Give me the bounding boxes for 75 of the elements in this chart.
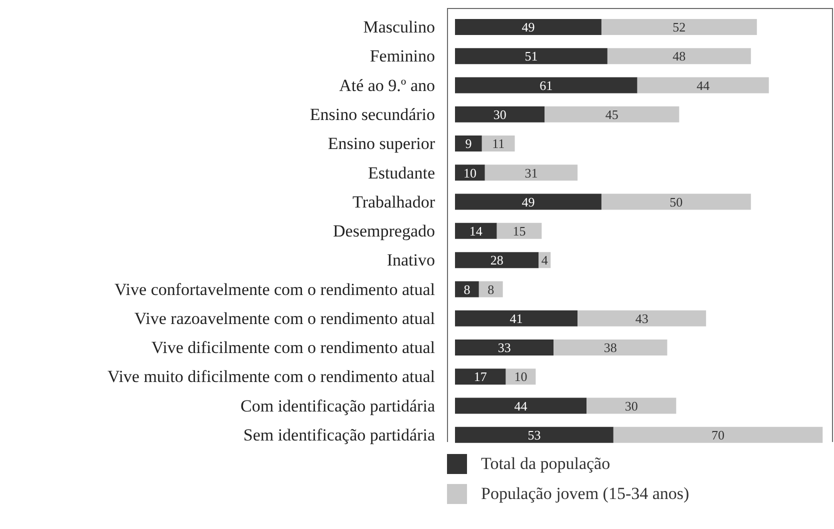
bar	[455, 252, 539, 268]
y-tick-label: Vive confortavelmente com o rendimento atual	[114, 280, 436, 299]
y-tick-label: Vive razoavelmente com o rendimento atual	[134, 308, 436, 328]
y-tick-label: Com identificação partidária	[240, 396, 436, 416]
data-label: 50	[670, 194, 683, 210]
data-label: 51	[524, 48, 538, 64]
bar	[578, 310, 706, 326]
bar	[544, 106, 680, 122]
bar	[607, 48, 751, 64]
data-label: 17	[474, 369, 488, 384]
data-label: 44	[696, 78, 710, 93]
y-tick-label: Vive muito dificilmente com o rendimento atual	[107, 367, 436, 386]
bar	[637, 77, 769, 94]
bar	[455, 339, 554, 356]
data-label: 70	[712, 427, 725, 442]
data-label: 4	[541, 252, 548, 268]
data-label: 10	[463, 165, 476, 180]
bar	[455, 48, 608, 64]
data-label: 49	[522, 20, 535, 35]
data-label: 44	[514, 398, 528, 414]
data-label: 53	[528, 427, 541, 442]
bar	[455, 136, 482, 152]
bar	[455, 19, 602, 35]
bar	[601, 194, 751, 210]
data-label: 41	[510, 310, 523, 326]
data-label: 38	[604, 340, 617, 356]
bar	[455, 164, 485, 181]
legend-label: População jovem (15-34 anos)	[481, 484, 690, 504]
data-label: 11	[492, 136, 505, 152]
data-label: 45	[605, 107, 618, 122]
y-tick-label: Trabalhador	[352, 192, 436, 212]
bar	[613, 426, 823, 443]
y-tick-label: Inativo	[386, 250, 435, 270]
y-tick-label: Ensino secundário	[310, 105, 435, 124]
y-tick-label: Ensino superior	[328, 134, 436, 154]
bar	[554, 339, 668, 356]
bar	[455, 310, 578, 326]
bar	[586, 398, 676, 414]
bar	[601, 19, 757, 35]
bar	[455, 106, 545, 122]
y-tick-label: Sem identificação partidária	[243, 425, 436, 444]
y-tick-label: Desempregado	[333, 222, 435, 241]
bar	[455, 77, 638, 94]
data-label: 31	[524, 165, 538, 180]
data-label: 30	[493, 107, 506, 122]
bar	[455, 281, 479, 298]
bar	[484, 164, 578, 181]
data-label: 52	[672, 20, 686, 35]
data-label: 30	[624, 398, 638, 414]
data-label: 49	[522, 194, 535, 210]
y-tick-label: Masculino	[363, 18, 435, 37]
data-label: 8	[488, 282, 494, 297]
data-label: 61	[540, 78, 553, 93]
y-tick-label: Feminino	[370, 46, 435, 66]
data-label: 9	[465, 136, 472, 152]
bar	[496, 222, 542, 239]
bar	[455, 368, 506, 385]
data-label: 15	[512, 224, 526, 239]
bar	[455, 426, 614, 443]
data-label: 28	[490, 252, 504, 268]
bar	[455, 194, 602, 210]
data-label: 33	[498, 340, 511, 356]
data-label: 43	[635, 310, 648, 326]
data-label: 8	[464, 282, 470, 297]
data-label: 48	[672, 48, 686, 64]
bar	[482, 136, 515, 152]
bar	[478, 281, 503, 298]
y-tick-label: Estudante	[368, 163, 435, 182]
bar	[455, 398, 587, 414]
data-label: 10	[514, 369, 528, 384]
y-tick-label: Vive dificilmente com o rendimento atual	[151, 338, 436, 358]
bar	[455, 222, 497, 239]
data-label: 14	[469, 224, 483, 239]
legend-label: Total da população	[481, 454, 610, 474]
y-tick-label: Até ao 9.º ano	[339, 76, 435, 95]
